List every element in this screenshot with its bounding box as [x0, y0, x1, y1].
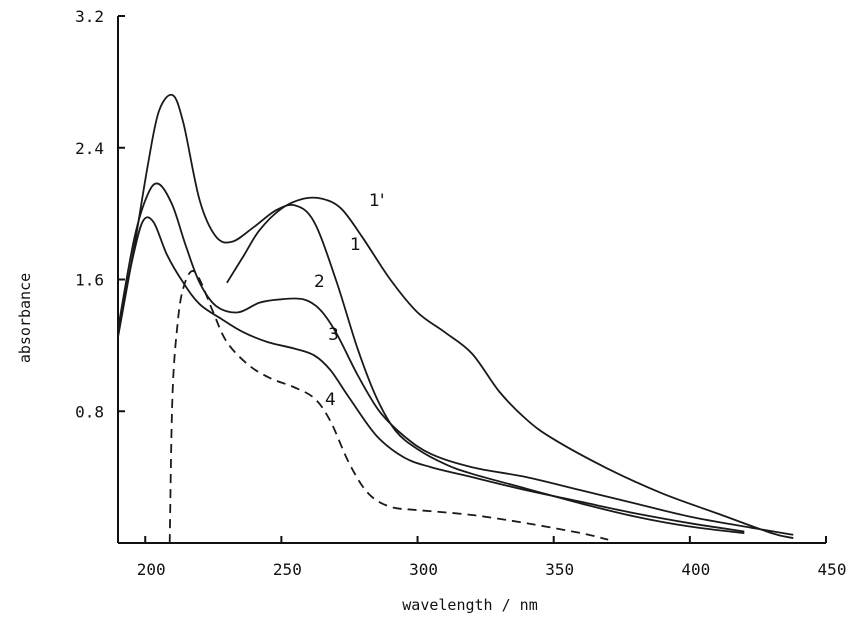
series-line-1	[117, 93, 745, 534]
curve-label: 1'	[369, 191, 385, 211]
curve-label: 3	[328, 325, 339, 345]
y-tick-label: 3.2	[75, 7, 104, 26]
series-line-3	[117, 216, 745, 533]
y-axis-title: absorbance	[16, 273, 34, 363]
series-group	[117, 93, 794, 544]
x-tick-label: 250	[273, 560, 302, 579]
axes	[117, 16, 826, 544]
x-tick-label: 200	[137, 560, 166, 579]
x-tick-label: 350	[545, 560, 574, 579]
curve-label: 2	[314, 272, 325, 292]
x-axis-title: wavelength / nm	[402, 596, 537, 614]
y-tick-label: 0.8	[75, 402, 104, 421]
series-line-2	[117, 182, 794, 536]
x-tick-label: 400	[681, 560, 710, 579]
y-tick-label: 2.4	[75, 139, 104, 158]
y-ticks: 0.8 1.6 2.4 3.2	[75, 7, 125, 421]
y-tick-label: 1.6	[75, 271, 104, 290]
x-tick-label: 300	[409, 560, 438, 579]
x-tick-label: 450	[818, 560, 847, 579]
x-ticks: 200 250 300 350 400 450	[137, 536, 847, 579]
curve-label: 4	[325, 390, 336, 410]
curve-label: 1	[350, 235, 361, 255]
curve-labels: 1' 1 2 3 4	[314, 191, 385, 410]
